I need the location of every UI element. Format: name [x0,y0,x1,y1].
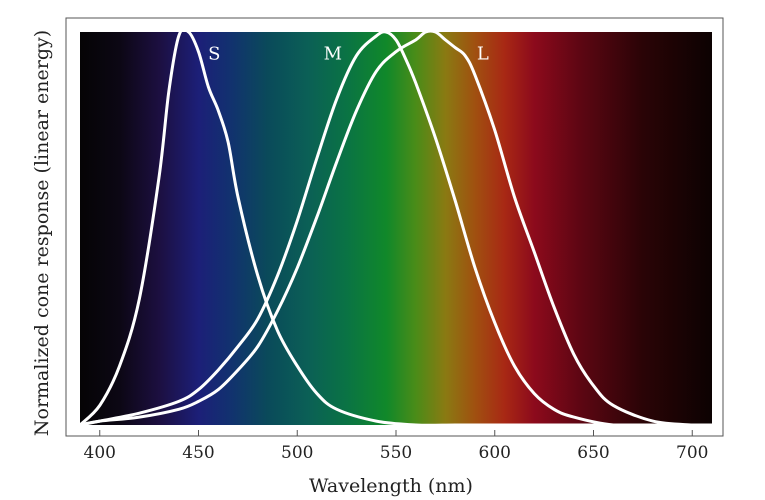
curve-label-m: M [324,44,342,65]
curve-label-s: S [208,44,220,65]
cone-curves [78,27,713,428]
x-axis-ticks: 400 450 500 550 600 650 700 [84,430,708,463]
x-tick-label: 650 [577,443,609,463]
curve-m [79,30,712,428]
x-tick-label: 400 [84,443,116,463]
x-tick-label: 700 [676,443,708,463]
x-tick-label: 550 [380,443,412,463]
plot-frame [65,17,724,437]
x-axis-title: Wavelength (nm) [309,475,473,497]
spectrum-background [80,32,712,425]
x-tick-label: 500 [281,443,313,463]
curve-label-l: L [477,44,489,65]
curve-s [78,27,712,427]
y-axis-title: Normalized cone response (linear energy) [31,30,53,436]
x-tick-label: 450 [182,443,214,463]
curve-l [79,29,713,427]
x-tick-label: 600 [479,443,511,463]
